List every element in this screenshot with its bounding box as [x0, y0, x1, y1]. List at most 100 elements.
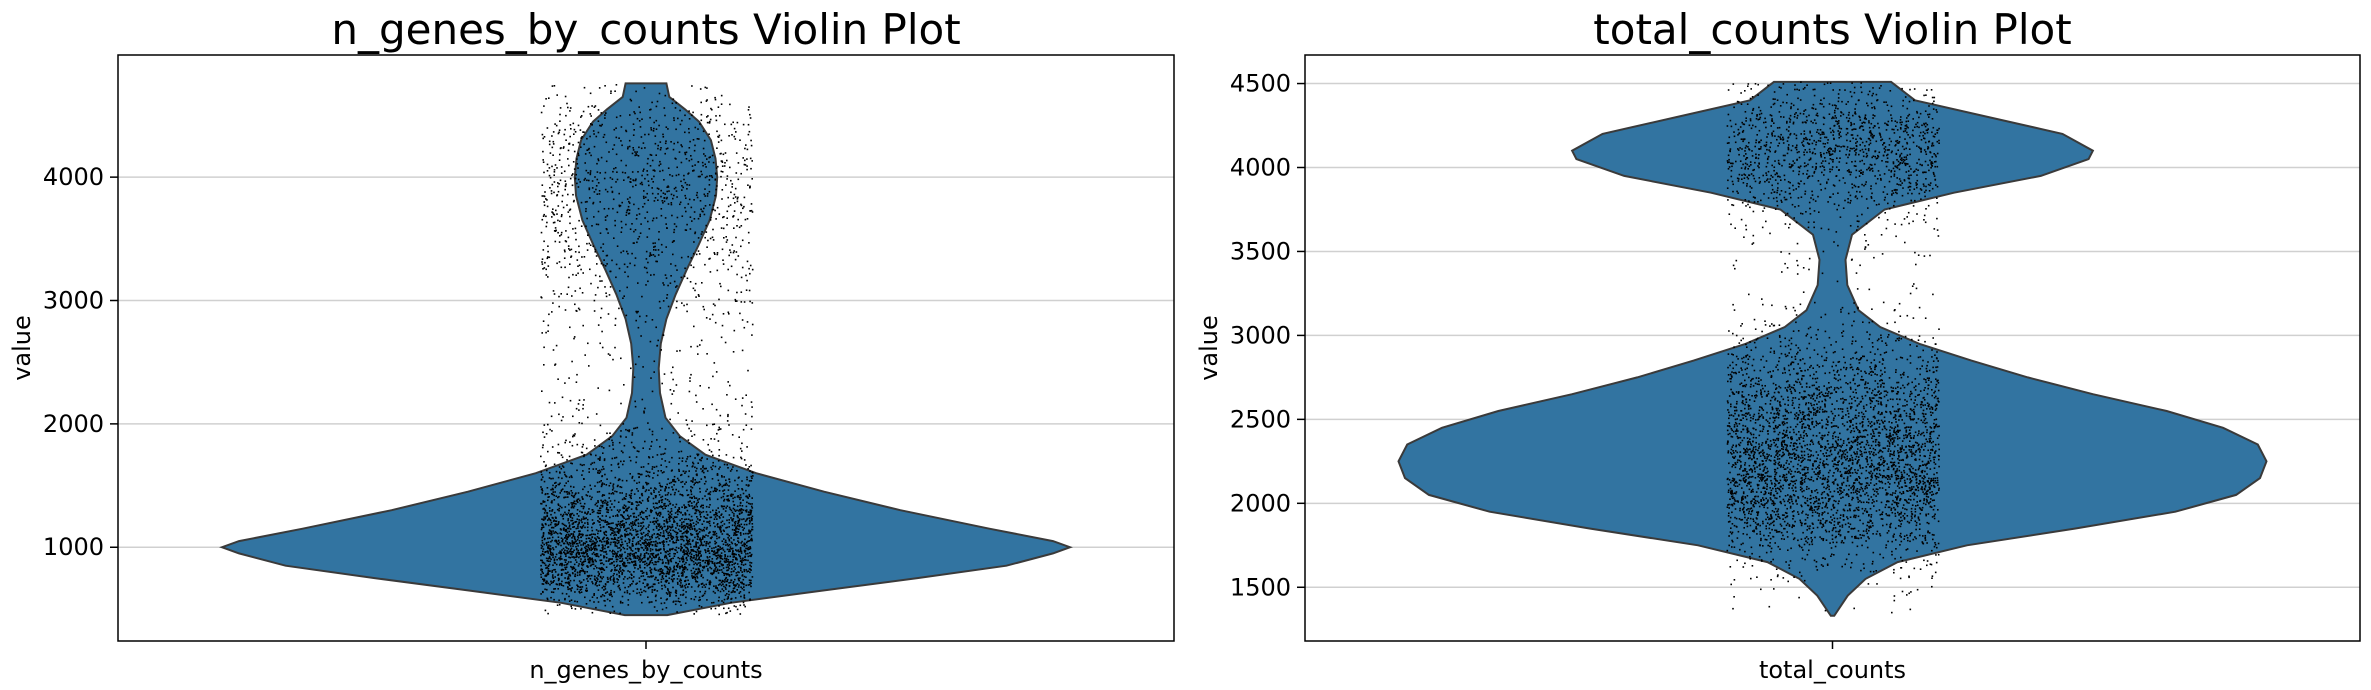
- data-point: [596, 553, 599, 555]
- data-point: [740, 595, 742, 598]
- data-point: [577, 585, 579, 588]
- data-point: [666, 190, 668, 193]
- data-point: [630, 577, 633, 579]
- data-point: [720, 496, 723, 499]
- data-point: [718, 549, 720, 552]
- data-point: [625, 428, 627, 431]
- data-point: [569, 515, 572, 517]
- data-point: [554, 240, 557, 243]
- data-point: [551, 146, 554, 149]
- data-point: [694, 529, 696, 531]
- data-point: [569, 575, 572, 577]
- data-point: [686, 539, 688, 541]
- data-point: [565, 530, 568, 532]
- data-point: [584, 596, 586, 599]
- data-point: [661, 471, 664, 474]
- data-point: [691, 576, 694, 579]
- data-point: [610, 186, 613, 189]
- data-point: [729, 251, 732, 254]
- data-point: [632, 147, 634, 149]
- data-point: [751, 302, 754, 304]
- data-point: [575, 173, 577, 176]
- data-point: [689, 140, 691, 143]
- data-point: [706, 353, 708, 355]
- data-point: [597, 601, 600, 603]
- data-point: [734, 578, 736, 581]
- data-point: [628, 212, 631, 215]
- data-point: [543, 204, 546, 207]
- data-point: [542, 524, 544, 527]
- data-point: [637, 310, 639, 313]
- data-point: [616, 513, 619, 516]
- data-point: [729, 550, 731, 552]
- data-point: [548, 544, 550, 547]
- data-point: [604, 473, 606, 476]
- data-point: [660, 189, 662, 192]
- data-point: [697, 522, 699, 524]
- data-point: [541, 518, 543, 520]
- data-point: [658, 124, 660, 127]
- data-point: [567, 286, 570, 289]
- data-point: [730, 265, 733, 268]
- data-point: [645, 315, 648, 317]
- data-point: [562, 569, 565, 571]
- data-point: [670, 481, 673, 484]
- data-point: [540, 502, 542, 505]
- data-point: [660, 349, 662, 351]
- data-point: [641, 183, 644, 186]
- data-point: [559, 472, 561, 474]
- data-point: [616, 564, 619, 566]
- data-point: [736, 273, 738, 276]
- data-point: [610, 522, 613, 525]
- data-point: [627, 252, 629, 255]
- data-point: [594, 249, 596, 251]
- data-point: [679, 525, 681, 527]
- data-point: [574, 591, 576, 593]
- data-point: [718, 562, 721, 564]
- data-point: [570, 490, 573, 492]
- data-point: [594, 583, 597, 586]
- data-point: [746, 570, 748, 573]
- data-point: [586, 555, 589, 558]
- data-point: [631, 527, 634, 529]
- data-point: [706, 424, 708, 427]
- data-point: [652, 497, 655, 500]
- data-point: [692, 522, 695, 524]
- data-point: [673, 568, 676, 571]
- data-point: [543, 507, 545, 510]
- data-point: [700, 457, 703, 460]
- data-point: [586, 534, 589, 537]
- data-point: [577, 152, 580, 155]
- data-point: [623, 263, 626, 266]
- data-point: [628, 541, 631, 544]
- data-point: [655, 521, 658, 524]
- data-point: [558, 129, 561, 131]
- data-point: [625, 530, 628, 533]
- data-point: [593, 299, 596, 302]
- data-point: [692, 557, 694, 559]
- data-point: [545, 331, 547, 334]
- data-point: [552, 349, 555, 351]
- data-point: [738, 524, 741, 526]
- data-point: [679, 584, 682, 587]
- data-point: [704, 561, 706, 564]
- data-point: [716, 587, 719, 590]
- data-point: [635, 542, 638, 545]
- data-point: [546, 544, 548, 546]
- data-point: [603, 533, 606, 536]
- data-point: [670, 510, 673, 512]
- data-point: [623, 295, 625, 297]
- data-point: [636, 241, 638, 244]
- data-point: [543, 267, 546, 269]
- data-point: [579, 586, 581, 588]
- data-point: [589, 113, 592, 115]
- data-point: [704, 236, 706, 239]
- data-point: [697, 547, 700, 549]
- data-point: [545, 464, 547, 467]
- data-point: [584, 201, 587, 203]
- data-point: [693, 199, 695, 201]
- data-point: [629, 473, 631, 475]
- data-point: [722, 567, 725, 569]
- data-point: [745, 424, 748, 426]
- data-point: [622, 582, 625, 584]
